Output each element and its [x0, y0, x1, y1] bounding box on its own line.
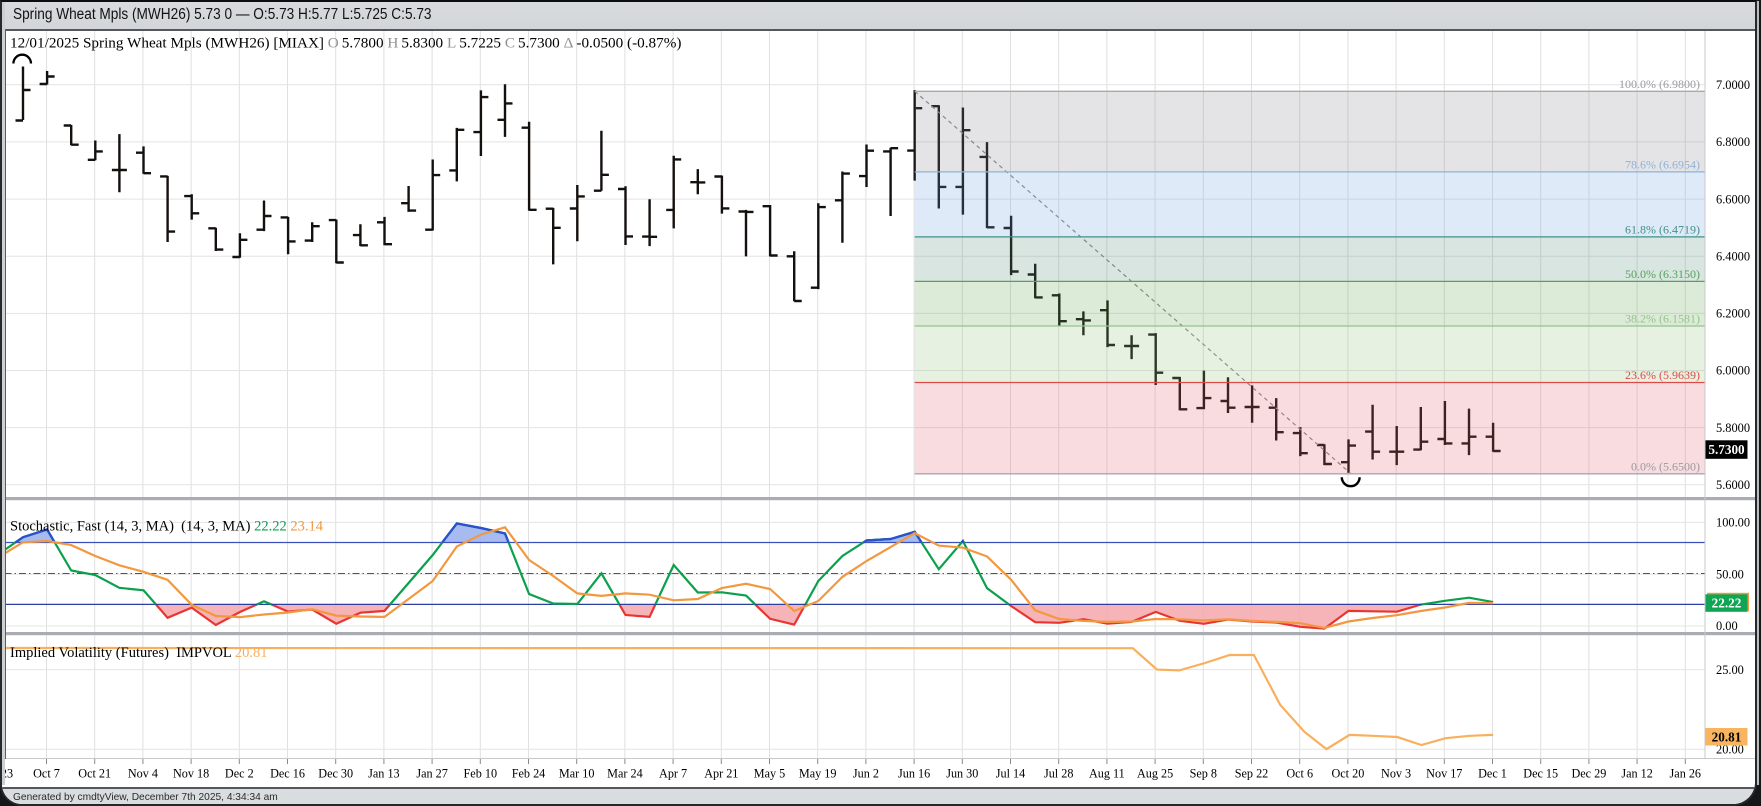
svg-text:12/01/2025 Spring Wheat Mpls (: 12/01/2025 Spring Wheat Mpls (MWH26) [MI…: [10, 35, 681, 52]
svg-text:Jan 13: Jan 13: [368, 767, 399, 781]
svg-text:Dec 1: Dec 1: [1478, 767, 1507, 781]
svg-text:20.00: 20.00: [1716, 743, 1744, 757]
svg-text:Nov 17: Nov 17: [1426, 767, 1462, 781]
svg-text:Mar 10: Mar 10: [559, 767, 595, 781]
svg-text:5.6000: 5.6000: [1716, 478, 1750, 492]
svg-text:Apr 21: Apr 21: [704, 767, 738, 781]
svg-text:6.0000: 6.0000: [1716, 364, 1750, 378]
svg-text:Dec 16: Dec 16: [270, 767, 305, 781]
svg-text:Oct 7: Oct 7: [33, 767, 60, 781]
svg-text:May 5: May 5: [754, 767, 785, 781]
svg-text:Jul 28: Jul 28: [1044, 767, 1073, 781]
svg-text:Jul 14: Jul 14: [996, 767, 1025, 781]
svg-text:0.0% (5.6500): 0.0% (5.6500): [1631, 459, 1700, 473]
svg-text:6.6000: 6.6000: [1716, 192, 1750, 206]
svg-text:5.7300: 5.7300: [1708, 442, 1745, 457]
svg-text:6.2000: 6.2000: [1716, 307, 1750, 321]
svg-text:Sep 22: Sep 22: [1235, 767, 1269, 781]
svg-text:50.0% (6.3150): 50.0% (6.3150): [1625, 267, 1700, 281]
svg-text:Dec 2: Dec 2: [225, 767, 254, 781]
svg-text:23: 23: [1, 767, 13, 781]
svg-text:50.00: 50.00: [1716, 567, 1744, 581]
svg-text:100.00: 100.00: [1716, 516, 1750, 530]
svg-text:Dec 29: Dec 29: [1571, 767, 1606, 781]
svg-text:Jan 26: Jan 26: [1670, 767, 1701, 781]
svg-text:Nov 4: Nov 4: [128, 767, 158, 781]
svg-text:Jun 16: Jun 16: [898, 767, 930, 781]
svg-text:0.00: 0.00: [1716, 619, 1738, 633]
svg-text:25.00: 25.00: [1716, 663, 1744, 677]
svg-text:Dec 15: Dec 15: [1523, 767, 1558, 781]
svg-text:Stochastic, Fast (14, 3, MA): Stochastic, Fast (14, 3, MA) (14, 3, MA)…: [10, 519, 324, 535]
svg-text:Jan 12: Jan 12: [1621, 767, 1652, 781]
svg-text:6.8000: 6.8000: [1716, 135, 1750, 149]
svg-text:Nov 18: Nov 18: [173, 767, 209, 781]
svg-text:Sep 8: Sep 8: [1190, 767, 1217, 781]
svg-text:Mar 24: Mar 24: [607, 767, 643, 781]
svg-text:Jun 2: Jun 2: [853, 767, 879, 781]
svg-text:22.22: 22.22: [1712, 596, 1742, 611]
svg-text:78.6% (6.6954): 78.6% (6.6954): [1625, 157, 1700, 171]
svg-text:100.0% (6.9800): 100.0% (6.9800): [1619, 77, 1700, 91]
svg-text:Nov 3: Nov 3: [1381, 767, 1411, 781]
svg-text:61.8% (6.4719): 61.8% (6.4719): [1625, 222, 1700, 236]
svg-text:7.0000: 7.0000: [1716, 78, 1750, 92]
svg-text:Jun 30: Jun 30: [946, 767, 978, 781]
svg-text:5.8000: 5.8000: [1716, 421, 1750, 435]
svg-text:Implied Volatility (Futures): Implied Volatility (Futures) IMPVOL 20.8…: [10, 645, 268, 661]
svg-text:Oct 21: Oct 21: [78, 767, 111, 781]
svg-text:Feb 10: Feb 10: [464, 767, 498, 781]
svg-text:Oct 6: Oct 6: [1286, 767, 1313, 781]
svg-text:23.6% (5.9639): 23.6% (5.9639): [1625, 368, 1700, 382]
svg-text:Feb 24: Feb 24: [512, 767, 546, 781]
svg-text:Apr 7: Apr 7: [659, 767, 687, 781]
svg-text:38.2% (6.1581): 38.2% (6.1581): [1625, 312, 1700, 326]
svg-text:6.4000: 6.4000: [1716, 249, 1750, 263]
svg-text:Aug 11: Aug 11: [1089, 767, 1125, 781]
svg-text:Oct 20: Oct 20: [1331, 767, 1364, 781]
svg-text:Dec 30: Dec 30: [318, 767, 353, 781]
svg-text:May 19: May 19: [799, 767, 837, 781]
svg-text:20.81: 20.81: [1712, 729, 1742, 744]
svg-text:Jan 27: Jan 27: [416, 767, 447, 781]
svg-text:Aug 25: Aug 25: [1137, 767, 1173, 781]
